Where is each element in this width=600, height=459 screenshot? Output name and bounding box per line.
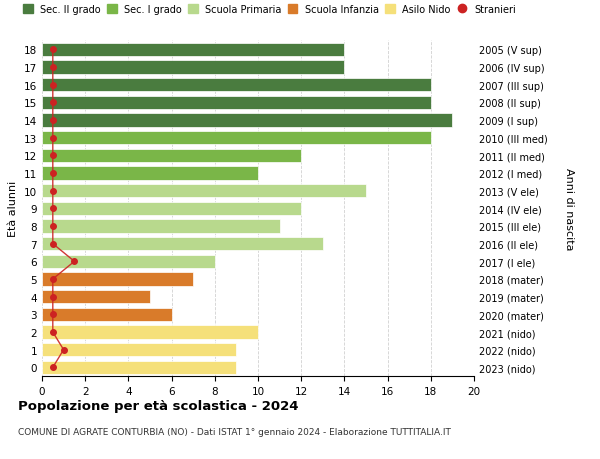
Point (48, 329, 58, 336)
Bar (42, 149, 301, 162)
Bar (42, 361, 236, 374)
Text: Popolazione per età scolastica - 2024: Popolazione per età scolastica - 2024 (18, 399, 299, 412)
Point (48, 117, 58, 124)
Point (48, 170, 58, 177)
Bar (42, 255, 215, 269)
Bar (42, 237, 323, 251)
Bar (42, 308, 172, 321)
Y-axis label: Anni di nascita: Anni di nascita (564, 168, 574, 250)
Y-axis label: Età alunni: Età alunni (8, 181, 19, 237)
Point (48, 134, 58, 142)
Point (48, 64, 58, 72)
Bar (42, 185, 366, 198)
Point (48, 46, 58, 54)
Point (48, 364, 58, 371)
Point (48, 188, 58, 195)
Bar (42, 273, 193, 286)
Point (48, 276, 58, 283)
Bar (42, 343, 236, 357)
Point (48, 241, 58, 248)
Point (59, 346, 68, 353)
Bar (42, 326, 258, 339)
Point (48, 152, 58, 160)
Text: COMUNE DI AGRATE CONTURBIA (NO) - Dati ISTAT 1° gennaio 2024 - Elaborazione TUTT: COMUNE DI AGRATE CONTURBIA (NO) - Dati I… (18, 427, 451, 436)
Bar (42, 291, 150, 304)
Point (48, 223, 58, 230)
Bar (42, 61, 344, 74)
Legend: Sec. II grado, Sec. I grado, Scuola Primaria, Scuola Infanzia, Asilo Nido, Stran: Sec. II grado, Sec. I grado, Scuola Prim… (23, 5, 516, 15)
Point (48, 311, 58, 319)
Bar (42, 44, 344, 57)
Bar (42, 167, 258, 180)
Point (48, 293, 58, 301)
Bar (42, 114, 452, 127)
Point (48, 99, 58, 106)
Bar (42, 132, 431, 145)
Bar (42, 79, 431, 92)
Point (48, 82, 58, 89)
Bar (42, 202, 301, 215)
Bar (42, 220, 280, 233)
Point (48, 205, 58, 213)
Point (70, 258, 79, 265)
Bar (42, 96, 431, 110)
